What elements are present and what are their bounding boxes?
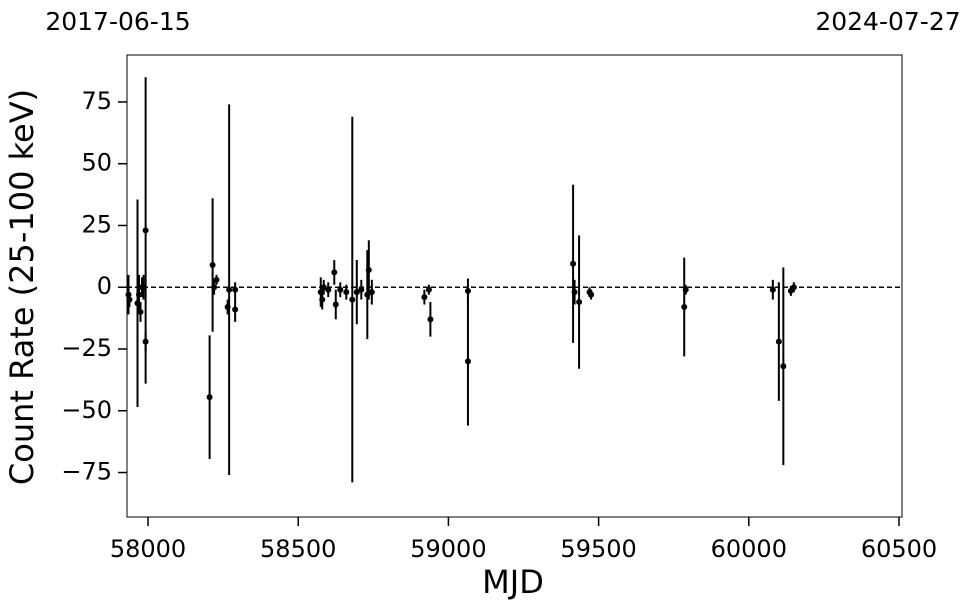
top-left-date: 2017-06-15 [45,7,190,36]
data-point [576,299,583,306]
data-point [790,284,797,291]
plot-frame [126,54,903,518]
data-point [137,308,144,315]
data-point [464,358,471,365]
y-tick-label: 50 [81,149,112,177]
y-tick-label: 25 [81,210,112,238]
x-tick-label: 59000 [410,535,486,563]
y-tick-label: −25 [61,334,112,362]
data-point [365,266,372,273]
data-point [425,286,432,293]
x-tick-label: 60500 [861,535,937,563]
x-axis-label: MJD [482,563,544,601]
y-tick-label: 75 [81,87,112,115]
data-point [136,291,143,298]
data-point [681,304,688,310]
data-point [232,286,239,293]
data-point [126,296,133,303]
y-axis-label: Count Rate (25-100 keV) [3,89,41,485]
x-tick-label: 58500 [260,535,336,563]
y-tick-label: −75 [61,458,112,486]
data-point [780,363,787,370]
data-point [206,394,213,401]
data-point [332,301,339,308]
x-tick-label: 59500 [560,535,636,563]
data-point [331,269,338,276]
data-point [209,262,216,268]
data-point [213,276,220,283]
data-point [226,286,233,293]
data-point [775,338,782,345]
data-point [353,289,360,296]
y-tick-label: −50 [61,396,112,424]
data-point [349,296,356,303]
data-point [343,289,350,296]
data-point [325,286,332,293]
data-point [682,286,689,293]
data-point [588,291,595,298]
data-point [427,316,434,323]
data-point [142,338,149,345]
data-point [368,289,375,296]
x-tick-label: 58000 [110,535,186,563]
data-point [571,289,578,296]
data-point [232,306,239,313]
data-point [421,294,428,301]
data-point [142,227,149,234]
top-right-date: 2024-07-27 [815,7,960,36]
data-point [211,284,218,291]
data-point [464,287,471,294]
data-point [769,286,776,293]
data-point [358,286,365,293]
data-point [320,284,327,291]
y-tick-label: 0 [97,272,112,300]
data-point [570,260,577,267]
data-point [319,296,326,303]
x-tick-label: 60000 [711,535,787,563]
data-point [337,286,344,293]
